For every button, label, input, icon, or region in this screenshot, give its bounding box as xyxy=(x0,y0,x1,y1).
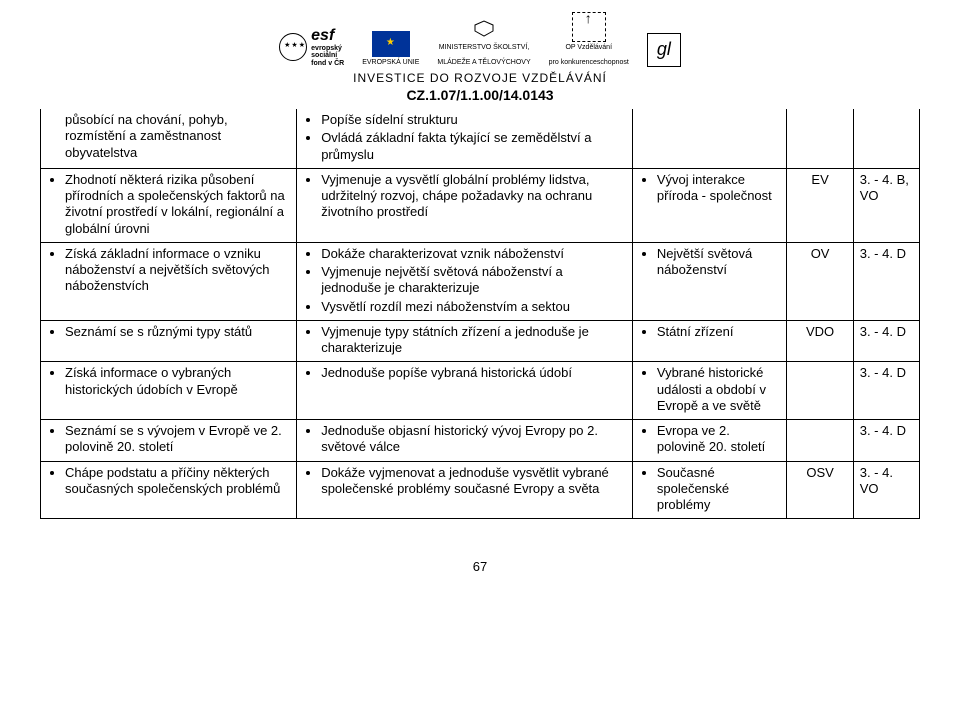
list-item: Vyjmenuje typy státních zřízení a jednod… xyxy=(321,324,626,357)
table-row: Chápe podstatu a příčiny některých souča… xyxy=(41,461,920,519)
table-cell: Vyjmenuje a vysvětlí globální problémy l… xyxy=(297,168,633,242)
esf-l1: evropský xyxy=(311,45,342,52)
list-item: Státní zřízení xyxy=(657,324,781,340)
table-row: Získá základní informace o vzniku nábože… xyxy=(41,242,920,320)
table-row: působící na chování, pohyb, rozmístění a… xyxy=(41,109,920,168)
list-item: Ovládá základní fakta týkající se zemědě… xyxy=(321,130,626,163)
list-item: Vybrané historické události a období v E… xyxy=(657,365,781,414)
list-item: Vyjmenuje největší světová náboženství a… xyxy=(321,264,626,297)
page-number: 67 xyxy=(40,559,920,574)
table-cell: 3. - 4. VO xyxy=(853,461,919,519)
list-item: Dokáže charakterizovat vznik náboženství xyxy=(321,246,626,262)
msmt-l1: MINISTERSTVO ŠKOLSTVÍ, xyxy=(439,44,530,52)
table-cell xyxy=(787,420,853,462)
table-cell: Státní zřízení xyxy=(632,320,787,362)
table-cell: 3. - 4. D xyxy=(853,242,919,320)
table-cell: 3. - 4. D xyxy=(853,320,919,362)
opvk-l1: OP Vzdělávání xyxy=(565,44,612,52)
table-row: Seznámí se s vývojem v Evropě ve 2. polo… xyxy=(41,420,920,462)
table-cell: 3. - 4. D xyxy=(853,362,919,420)
table-cell: Zhodnotí některá rizika působení přírodn… xyxy=(41,168,297,242)
table-row: Získá informace o vybraných historických… xyxy=(41,362,920,420)
gl-logo: gl xyxy=(647,33,681,67)
table-cell: působící na chování, pohyb, rozmístění a… xyxy=(41,109,297,168)
list-item: Seznámí se s vývojem v Evropě ve 2. polo… xyxy=(65,423,290,456)
table-row: Seznámí se s různými typy států Vyjmenuje… xyxy=(41,320,920,362)
header-logos: esf evropský sociální fond v ČR EVROPSKÁ… xyxy=(40,12,920,67)
opvk-l2: pro konkurenceschopnost xyxy=(549,59,629,67)
table-row: Zhodnotí některá rizika působení přírodn… xyxy=(41,168,920,242)
esf-l2: sociální xyxy=(311,52,337,59)
list-item: Vyjmenuje a vysvětlí globální problémy l… xyxy=(321,172,626,221)
table-cell: Největší světová náboženství xyxy=(632,242,787,320)
table-cell: Vyjmenuje typy státních zřízení a jednod… xyxy=(297,320,633,362)
list-item: Dokáže vyjmenovat a jednoduše vysvětlit … xyxy=(321,465,626,498)
esf-l3: fond v ČR xyxy=(311,60,344,67)
msmt-logo: MINISTERSTVO ŠKOLSTVÍ, MLÁDEŽE A TĚLOVÝC… xyxy=(437,18,530,67)
list-item: Vývoj interakce příroda - společnost xyxy=(657,172,781,205)
table-cell: 3. - 4. D xyxy=(853,420,919,462)
list-item: Evropa ve 2. polovině 20. století xyxy=(657,423,781,456)
table-cell: Seznámí se s vývojem v Evropě ve 2. polo… xyxy=(41,420,297,462)
list-item: Seznámí se s různými typy států xyxy=(65,324,290,340)
eu-logo: EVROPSKÁ UNIE xyxy=(362,31,419,67)
table-cell: EV xyxy=(787,168,853,242)
list-item: Chápe podstatu a příčiny některých souča… xyxy=(65,465,290,498)
list-item: Jednoduše objasní historický vývoj Evrop… xyxy=(321,423,626,456)
table-cell: Jednoduše popíše vybraná historická údob… xyxy=(297,362,633,420)
table-cell xyxy=(853,109,919,168)
list-item: Současné společenské problémy xyxy=(657,465,781,514)
table-cell: Získá základní informace o vzniku nábože… xyxy=(41,242,297,320)
table-cell xyxy=(787,362,853,420)
table-cell: Seznámí se s různými typy států xyxy=(41,320,297,362)
table-cell: Dokáže vyjmenovat a jednoduše vysvětlit … xyxy=(297,461,633,519)
table-cell: Popíše sídelní strukturu Ovládá základní … xyxy=(297,109,633,168)
table-cell: Současné společenské problémy xyxy=(632,461,787,519)
table-cell: Chápe podstatu a příčiny některých souča… xyxy=(41,461,297,519)
curriculum-table: působící na chování, pohyb, rozmístění a… xyxy=(40,109,920,519)
list-item: Největší světová náboženství xyxy=(657,246,781,279)
table-cell: Vybrané historické události a období v E… xyxy=(632,362,787,420)
table-cell xyxy=(632,109,787,168)
list-item: Zhodnotí některá rizika působení přírodn… xyxy=(65,172,290,237)
list-item: Získá informace o vybraných historických… xyxy=(65,365,290,398)
table-cell: Vývoj interakce příroda - společnost xyxy=(632,168,787,242)
table-cell: Dokáže charakterizovat vznik náboženství… xyxy=(297,242,633,320)
list-item: Získá základní informace o vzniku nábože… xyxy=(65,246,290,295)
list-item: Popíše sídelní strukturu xyxy=(321,112,626,128)
list-item: Jednoduše popíše vybraná historická údob… xyxy=(321,365,626,381)
list-item: Vysvětlí rozdíl mezi náboženstvím a sekt… xyxy=(321,299,626,315)
table-cell xyxy=(787,109,853,168)
eu-label: EVROPSKÁ UNIE xyxy=(362,59,419,67)
table-cell: VDO xyxy=(787,320,853,362)
esf-logo: esf evropský sociální fond v ČR xyxy=(279,28,344,67)
invest-tagline: INVESTICE DO ROZVOJE VZDĚLÁVÁNÍ xyxy=(40,71,920,85)
table-cell: Získá informace o vybraných historických… xyxy=(41,362,297,420)
opvk-logo: OP Vzdělávání pro konkurenceschopnost xyxy=(549,12,629,67)
table-cell: OSV xyxy=(787,461,853,519)
table-cell: Evropa ve 2. polovině 20. století xyxy=(632,420,787,462)
table-cell: OV xyxy=(787,242,853,320)
table-cell: Jednoduše objasní historický vývoj Evrop… xyxy=(297,420,633,462)
table-cell: 3. - 4. B, VO xyxy=(853,168,919,242)
msmt-l2: MLÁDEŽE A TĚLOVÝCHOVY xyxy=(437,59,530,67)
project-code: CZ.1.07/1.1.00/14.0143 xyxy=(40,87,920,103)
